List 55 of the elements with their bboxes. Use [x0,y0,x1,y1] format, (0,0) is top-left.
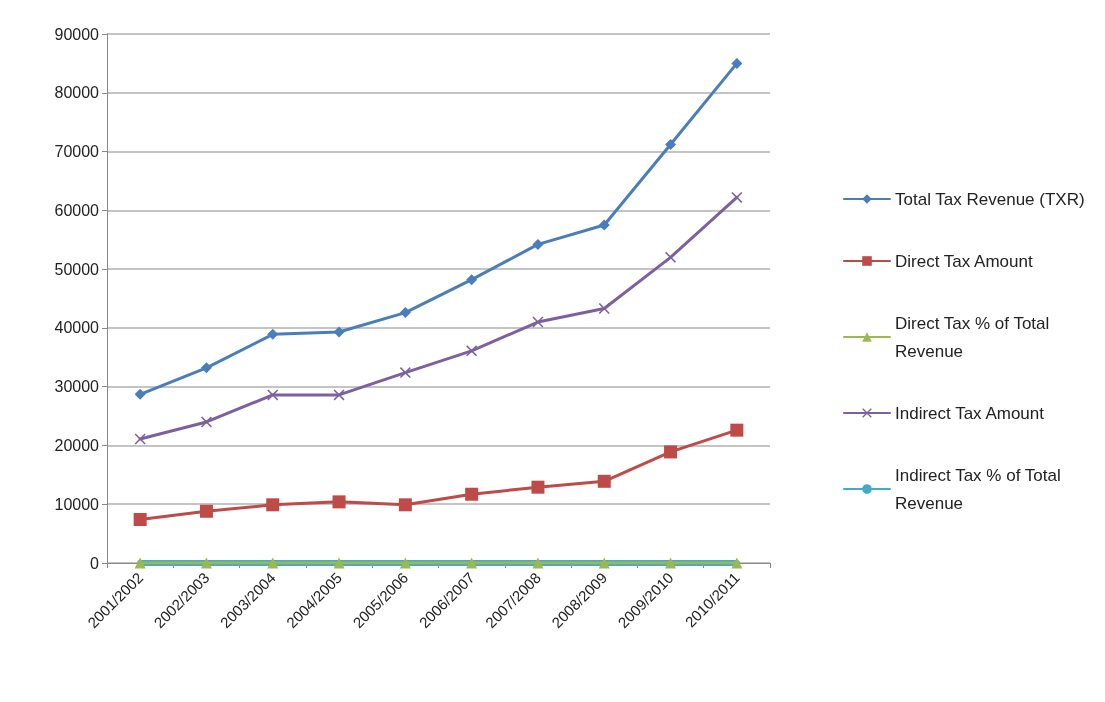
point [134,388,146,400]
point [598,302,610,314]
point [466,274,478,286]
point [134,557,146,569]
point [531,480,545,494]
point [200,416,212,428]
point [332,495,346,509]
point [267,557,279,569]
point [267,328,279,340]
point [199,504,213,518]
point [731,191,743,203]
y-tick-label: 0 [90,554,100,572]
y-tick-label: 10000 [54,495,100,513]
point [465,487,479,501]
point [399,367,411,379]
point [133,513,147,526]
y-tick-label: 60000 [54,201,100,219]
y-tick-label: 40000 [54,319,100,337]
point [597,474,611,488]
point [665,557,677,569]
point [267,389,279,401]
point [466,557,478,569]
point [664,445,678,459]
point [200,362,212,374]
point [598,557,610,569]
legend-label: Direct Tax % of Total Revenue [895,313,1055,361]
legend-label: Direct Tax Amount [895,251,1033,271]
y-tick-label: 50000 [54,260,100,278]
point [134,433,146,445]
point [532,238,544,250]
point [466,345,478,357]
point [665,139,677,150]
legend-label: Total Tax Revenue (TXR) [895,189,1085,209]
legend-label: Indirect Tax % of Total Revenue [895,465,1066,513]
y-tick-label: 90000 [54,25,100,43]
y-tick-label: 80000 [54,84,100,102]
point [731,57,743,69]
point [200,557,212,569]
y-tick-label: 20000 [54,436,100,454]
point [730,423,744,437]
point [333,557,345,569]
point [598,219,610,231]
legend-label: Indirect Tax Amount [895,403,1045,423]
point [731,557,743,569]
point [398,498,412,512]
point [399,307,411,319]
point [399,557,411,569]
y-tick-label: 70000 [54,143,100,161]
point [532,557,544,569]
point [532,316,544,328]
point [333,326,345,338]
point [266,498,280,512]
point [665,251,677,263]
y-tick-label: 30000 [54,378,100,396]
point [333,389,345,401]
